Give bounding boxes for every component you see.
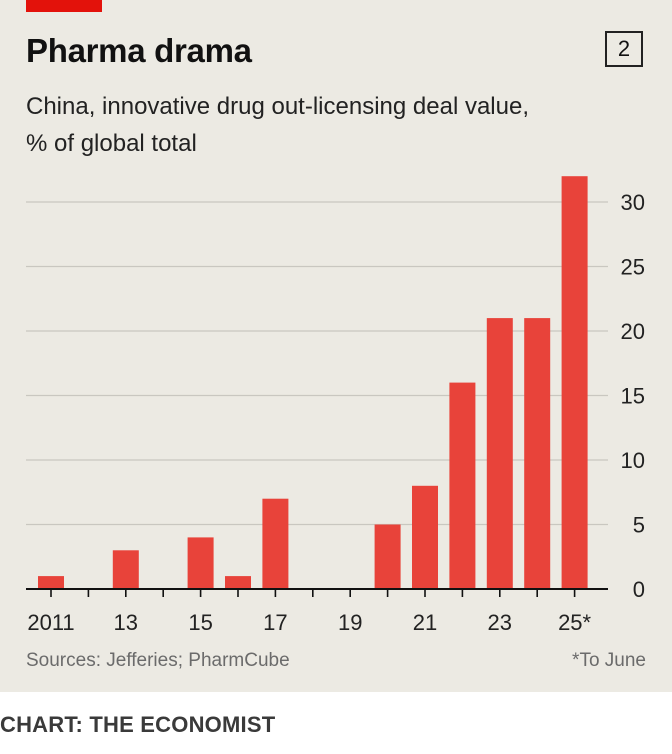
x-tick-label: 25* <box>558 610 591 635</box>
bar-chart: 0 5 10 15 20 25 30 2011 13 15 17 19 21 23 25* <box>26 176 645 635</box>
y-tick-label: 5 <box>633 513 645 538</box>
x-tick-label: 2011 <box>27 610 74 635</box>
bar-2015 <box>187 537 214 589</box>
y-tick-label: 15 <box>621 384 645 409</box>
x-tick-label: 15 <box>188 610 212 635</box>
bar-2022 <box>449 382 476 589</box>
y-tick-label: 0 <box>633 577 645 602</box>
sources-note: Sources: Jefferies; PharmCube <box>26 650 290 671</box>
chart-number-badge: 2 <box>605 31 643 67</box>
bar-2016 <box>225 576 251 589</box>
y-tick-label: 20 <box>621 319 645 344</box>
x-tick-label: 17 <box>263 610 287 635</box>
chart-panel <box>0 0 672 692</box>
bar-2020 <box>374 524 401 589</box>
x-tick-label: 21 <box>413 610 437 635</box>
y-tick-label: 25 <box>621 255 645 280</box>
bar-2024 <box>524 318 551 589</box>
bar-2025* <box>561 176 588 589</box>
x-tick-label: 19 <box>338 610 362 635</box>
bar-2017 <box>262 498 289 589</box>
chart-subtitle: China, innovative drug out-licensing dea… <box>26 93 529 157</box>
y-tick-label: 30 <box>621 190 645 215</box>
y-tick-label: 10 <box>621 448 645 473</box>
bar-2021 <box>412 485 438 589</box>
x-tick-label: 23 <box>488 610 512 635</box>
brand-accent-bar <box>26 0 102 12</box>
chart-credit: CHART: THE ECONOMIST <box>0 712 276 737</box>
bar-2011 <box>38 576 64 589</box>
bar-2013 <box>112 550 139 589</box>
chart-title: Pharma drama <box>26 32 252 69</box>
bar-2023 <box>486 318 513 589</box>
x-tick-label: 13 <box>114 610 138 635</box>
footnote: *To June <box>572 650 646 671</box>
